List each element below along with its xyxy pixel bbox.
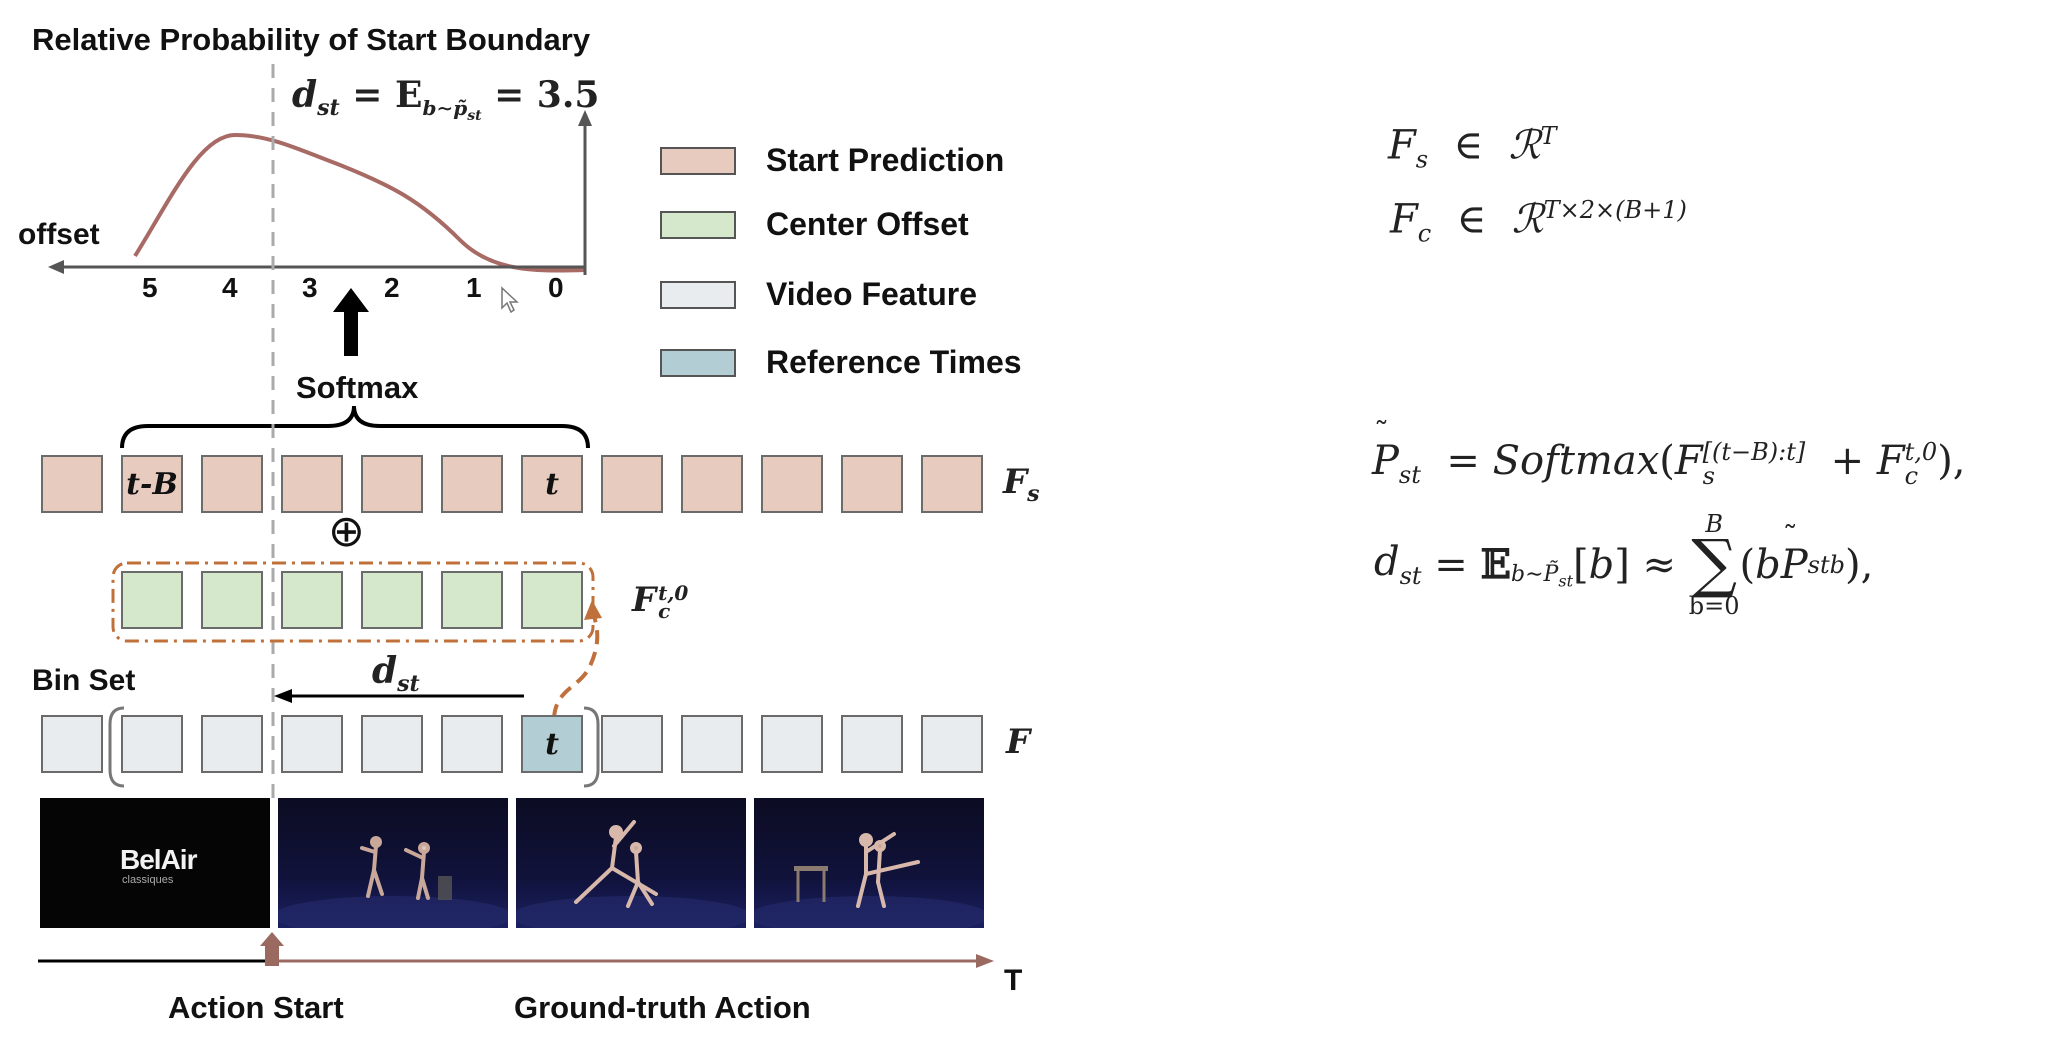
fs-cell <box>921 455 983 513</box>
f-cell <box>201 715 263 773</box>
offset-axis-label: offset <box>18 218 100 251</box>
fs-cell <box>201 455 263 513</box>
fs-cell <box>441 455 503 513</box>
belair-logo: BelAir <box>120 844 197 875</box>
f-cell <box>921 715 983 773</box>
softmax-brace <box>120 405 590 449</box>
timeline-label: T <box>1004 964 1023 997</box>
fs-cell-t: t <box>521 455 583 513</box>
legend-swatch-video <box>660 280 736 309</box>
f-cell <box>761 715 823 773</box>
action-start-dashed-line <box>271 64 275 804</box>
action-start-arrow <box>265 944 279 966</box>
fs-cell <box>281 455 343 513</box>
legend-swatch-reference <box>660 348 736 377</box>
offset-tick-0: 0 <box>548 272 564 303</box>
fs-cell <box>761 455 823 513</box>
bin-set-label: Bin Set <box>32 664 136 697</box>
timeline-axis <box>38 932 994 968</box>
legend-reference-times: Reference Times <box>660 344 1022 381</box>
legend-video-feature: Video Feature <box>660 276 977 313</box>
offset-tick-4: 4 <box>222 272 238 303</box>
f-cell <box>121 715 183 773</box>
fs-cell <box>681 455 743 513</box>
legend-swatch-start <box>660 146 736 175</box>
legend-label-start: Start Prediction <box>766 142 1005 178</box>
fc-cell <box>121 571 183 629</box>
offset-tick-2: 2 <box>384 272 400 303</box>
ground-truth-action-label: Ground-truth Action <box>514 990 811 1025</box>
f-cell <box>281 715 343 773</box>
action-start-label: Action Start <box>168 990 344 1025</box>
video-frame-dancers-2 <box>516 798 746 928</box>
f-cell <box>841 715 903 773</box>
legend-start-prediction: Start Prediction <box>660 142 1004 179</box>
fs-cell <box>361 455 423 513</box>
equation-fs: Fs ∈ ℛT <box>1388 122 1557 174</box>
equation-fc: Fc ∈ ℛT×2×(B+1) <box>1390 196 1687 248</box>
up-arrow-icon <box>333 288 369 356</box>
offset-tick-1: 1 <box>466 272 482 303</box>
offset-tick-3: 3 <box>302 272 318 303</box>
video-frame-dancers-3 <box>754 798 984 928</box>
fc-cell <box>281 571 343 629</box>
legend-center-offset: Center Offset <box>660 206 969 243</box>
f-cell-reference-t: t <box>521 715 583 773</box>
fs-cell <box>601 455 663 513</box>
fc-cell <box>521 571 583 629</box>
legend-swatch-center <box>660 210 736 239</box>
offset-tick-5: 5 <box>142 272 158 303</box>
video-frame-logo: BelAir classiques <box>40 798 270 928</box>
mouse-cursor-icon <box>501 286 519 314</box>
f-cell <box>361 715 423 773</box>
f-cell <box>681 715 743 773</box>
softmax-label: Softmax <box>296 370 419 405</box>
legend-label-video: Video Feature <box>766 276 978 312</box>
legend-label-center: Center Offset <box>766 206 969 242</box>
fs-cell-t-b: t-B <box>121 455 183 513</box>
f-row-label: F <box>1006 722 1031 762</box>
dst-label: dst <box>372 650 420 698</box>
legend-label-reference: Reference Times <box>766 344 1022 380</box>
video-frame-dancers-1 <box>278 798 508 928</box>
fc-cell <box>361 571 423 629</box>
fs-cell <box>841 455 903 513</box>
f-cell <box>41 715 103 773</box>
expected-offset-formula: dst = Eb∼p̃st = 3.5 <box>292 74 600 125</box>
bin-set-brackets <box>108 706 600 788</box>
fc-cell <box>201 571 263 629</box>
probability-curve <box>133 132 586 273</box>
probability-curve-plot <box>48 110 592 275</box>
fs-row-label: Fs <box>1003 462 1040 507</box>
chart-title: Relative Probability of Start Boundary <box>32 22 591 57</box>
dst-arrow <box>274 689 524 703</box>
fs-cell <box>41 455 103 513</box>
f-cell <box>601 715 663 773</box>
belair-logo-sub: classiques <box>122 874 174 886</box>
f-cell <box>441 715 503 773</box>
fc-cell <box>441 571 503 629</box>
orange-dashed-arrow <box>552 600 602 719</box>
oplus-symbol: ⊕ <box>328 506 365 557</box>
